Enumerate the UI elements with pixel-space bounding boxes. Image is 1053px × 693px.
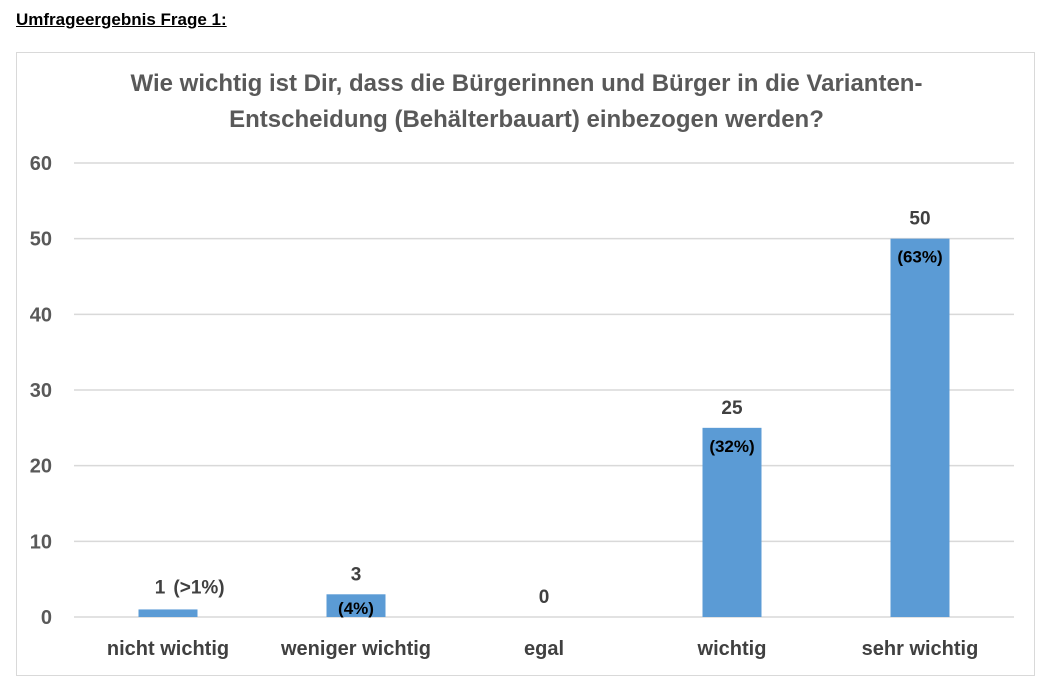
bar (702, 427, 762, 617)
percent-label: (63%) (897, 248, 942, 267)
x-category-label: egal (524, 638, 564, 660)
bar (890, 238, 950, 617)
y-tick-label: 50 (30, 229, 52, 251)
x-category-label: wichtig (697, 638, 767, 660)
value-label: 25 (721, 398, 743, 419)
chart-frame (16, 52, 1035, 676)
value-label: 0 (539, 587, 550, 608)
bar (138, 609, 198, 617)
percent-label: (32%) (709, 437, 754, 456)
y-axis: 0 10 20 30 40 50 60 (30, 153, 52, 629)
grid-lines (74, 162, 1014, 618)
page-heading: Umfrageergebnis Frage 1: (16, 10, 227, 29)
x-category-label: nicht wichtig (107, 638, 229, 660)
y-tick-label: 60 (30, 153, 52, 175)
y-tick-label: 10 (30, 531, 52, 553)
data-labels: 1 (>1%) 3 (4%) 0 25 (32%) 50 (63%) (155, 209, 943, 618)
chart-title-line-2: Entscheidung (Behälterbauart) einbezogen… (229, 106, 824, 133)
percent-label: (>1%) (173, 577, 224, 598)
value-label: 3 (351, 564, 362, 585)
bars (138, 238, 950, 617)
x-axis: nicht wichtig weniger wichtig egal wichtig s… (107, 638, 978, 660)
bar (326, 594, 386, 617)
chart-title-line-1: Wie wichtig ist Dir, dass die Bürgerinne… (130, 70, 923, 97)
x-category-label: sehr wichtig (862, 638, 979, 660)
y-tick-label: 20 (30, 456, 52, 478)
percent-label: (4%) (338, 599, 374, 618)
x-category-label: weniger wichtig (280, 638, 431, 660)
y-tick-label: 30 (30, 380, 52, 402)
value-label: 1 (155, 577, 166, 598)
y-tick-label: 0 (41, 607, 52, 629)
y-tick-label: 40 (30, 304, 52, 326)
value-label: 50 (909, 209, 930, 230)
